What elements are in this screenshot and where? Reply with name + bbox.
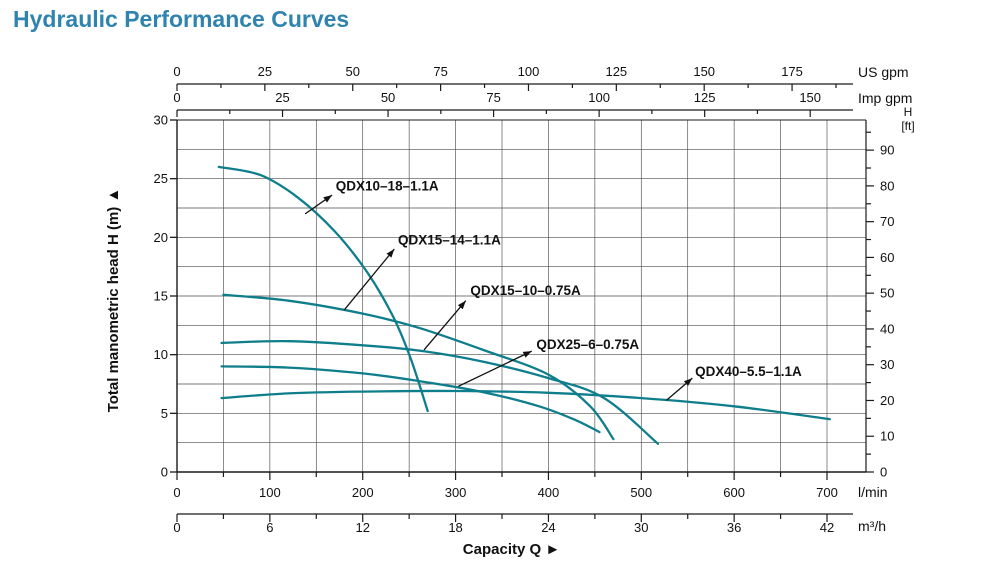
pump-curve [220,389,831,421]
page-title: Hydraulic Performance Curves [13,6,350,32]
arrowhead-icon [323,195,333,203]
svg-text:m³/h: m³/h [858,518,886,534]
svg-text:[ft]: [ft] [901,119,914,133]
svg-text:5: 5 [161,406,168,421]
svg-text:12: 12 [355,520,369,535]
svg-text:30: 30 [154,113,168,128]
curve-3 [220,339,660,445]
svg-text:100: 100 [518,64,540,79]
svg-text:15: 15 [154,289,168,304]
svg-text:50: 50 [880,286,894,301]
svg-text:175: 175 [781,64,803,79]
svg-text:60: 60 [880,250,894,265]
svg-text:30: 30 [880,357,894,372]
svg-text:50: 50 [345,64,359,79]
svg-text:40: 40 [880,321,894,336]
svg-text:QDX15–10–0.75A: QDX15–10–0.75A [470,283,581,298]
svg-text:100: 100 [259,485,281,500]
head-ft-axis: 0 10 20 30 40 50 60 70 80 90 H[ft] [866,105,915,480]
curve-annotation-1: QDX10–18–1.1A [304,178,439,215]
curve-4 [220,365,601,434]
svg-text:75: 75 [486,90,500,105]
curve-2 [222,293,615,441]
pump-curve [220,365,601,434]
curve-annotation-5: QDX40–5.5–1.1A [665,364,802,401]
svg-text:500: 500 [630,485,652,500]
svg-text:400: 400 [538,485,560,500]
svg-text:150: 150 [799,90,821,105]
arrowhead-icon [683,378,693,386]
svg-text:36: 36 [727,520,741,535]
y-axis-title: Total manometric head H (m) ▲ [105,188,122,413]
svg-text:600: 600 [723,485,745,500]
svg-text:18: 18 [448,520,462,535]
svg-text:0: 0 [173,485,180,500]
us-gpm-axis: 0 25 50 75 100 125 150 175 US gpm [173,64,909,91]
svg-text:0: 0 [173,64,180,79]
svg-text:25: 25 [275,90,289,105]
svg-text:150: 150 [693,64,715,79]
arrowhead-icon [386,249,395,258]
plot-grid [177,120,866,472]
svg-text:70: 70 [880,214,894,229]
svg-text:125: 125 [605,64,627,79]
imp-gpm-axis: 0 25 50 75 100 125 150 Imp gpm [173,90,912,117]
svg-text:Imp gpm: Imp gpm [858,90,912,106]
svg-text:25: 25 [258,64,272,79]
svg-text:80: 80 [880,178,894,193]
svg-text:Capacity Q ►: Capacity Q ► [463,541,560,558]
svg-text:QDX25–6–0.75A: QDX25–6–0.75A [536,337,639,352]
svg-text:90: 90 [880,143,894,158]
svg-text:0: 0 [161,465,168,480]
svg-text:700: 700 [816,485,838,500]
svg-text:300: 300 [445,485,467,500]
pump-curve [222,293,615,441]
arrowhead-icon [522,351,532,358]
axis-titles: Capacity Q ► Total manometric head H (m) … [105,188,560,558]
svg-text:100: 100 [588,90,610,105]
curve-annotation-4: QDX25–6–0.75A [458,337,639,387]
pump-curve [217,165,429,413]
head-m-axis: 0 5 10 15 20 25 30 [154,113,177,480]
svg-text:20: 20 [880,393,894,408]
svg-text:QDX15–14–1.1A: QDX15–14–1.1A [398,232,501,247]
svg-text:75: 75 [433,64,447,79]
svg-text:30: 30 [634,520,648,535]
svg-text:US gpm: US gpm [858,64,909,80]
svg-text:25: 25 [154,171,168,186]
svg-text:6: 6 [266,520,273,535]
svg-text:0: 0 [173,520,180,535]
svg-text:50: 50 [381,90,395,105]
lmin-axis: 0 100 200 300 400 500 600 700 l/min [173,472,888,500]
svg-text:20: 20 [154,230,168,245]
svg-text:0: 0 [173,90,180,105]
svg-text:l/min: l/min [858,484,888,500]
svg-text:42: 42 [820,520,834,535]
svg-text:200: 200 [352,485,374,500]
arrowhead-icon [457,300,466,310]
curve-1 [217,165,429,413]
svg-text:10: 10 [880,429,894,444]
svg-text:H: H [904,105,913,119]
pump-curve [220,339,660,445]
svg-text:QDX10–18–1.1A: QDX10–18–1.1A [336,178,439,193]
curve-annotation-2: QDX15–14–1.1A [343,232,501,311]
svg-text:125: 125 [694,90,716,105]
svg-text:QDX40–5.5–1.1A: QDX40–5.5–1.1A [695,364,802,379]
svg-text:0: 0 [880,465,887,480]
svg-text:10: 10 [154,347,168,362]
svg-text:24: 24 [541,520,555,535]
m3h-axis: 0 6 12 18 24 30 36 42 m³/h [173,513,886,535]
curve-annotation-3: QDX15–10–0.75A [423,283,581,351]
curve-5 [220,389,831,421]
